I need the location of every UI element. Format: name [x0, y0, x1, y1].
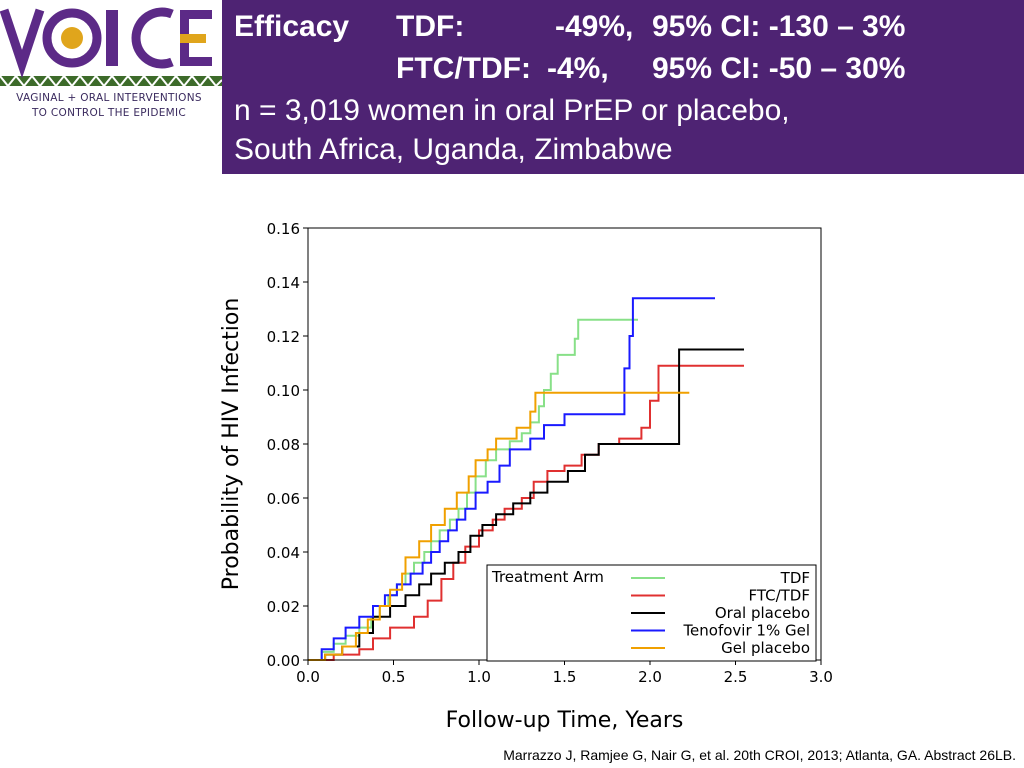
y-tick-label: 0.04	[267, 544, 300, 562]
legend-title: Treatment Arm	[491, 568, 604, 586]
series-line-gel-placebo	[308, 391, 690, 661]
voice-wordmark-image	[0, 7, 222, 88]
tdf-arm-label: TDF:	[396, 10, 465, 43]
slide-header: Efficacy TDF: -49%, 95% CI: -130 – 3% FT…	[222, 0, 1024, 174]
legend-entry: Oral placebo	[715, 604, 810, 622]
series-line-oral-placebo	[308, 348, 744, 661]
legend-entry: Gel placebo	[721, 639, 810, 657]
legend-entry: FTC/TDF	[748, 587, 810, 605]
km-chart: 0.00 0.02 0.04 0.06 0.08 0.10 0.12 0.14 0.16 0.0 0…	[219, 220, 833, 733]
logo-tagline-1: VAGINAL + ORAL INTERVENTIONS	[16, 92, 202, 104]
x-tick-label: 2.0	[638, 668, 662, 686]
y-tick-label: 0.14	[267, 274, 300, 292]
ftctdf-ci: 95% CI: -50 – 30%	[652, 52, 906, 85]
series-line-tenofovir-1-gel	[308, 297, 715, 661]
y-tick-label: 0.08	[267, 436, 300, 454]
efficacy-label: Efficacy	[234, 10, 350, 43]
x-tick-label: 0.0	[296, 668, 320, 686]
x-tick-label: 0.5	[382, 668, 406, 686]
tdf-ci: 95% CI: -130 – 3%	[652, 10, 906, 43]
y-tick-label: 0.02	[267, 598, 300, 616]
y-tick-label: 0.00	[267, 652, 300, 670]
countries-line: South Africa, Uganda, Zimbabwe	[234, 133, 673, 166]
sample-size-line: n = 3,019 women in oral PrEP or placebo,	[234, 94, 790, 127]
y-tick-label: 0.10	[267, 382, 300, 400]
series-line-ftc-tdf	[308, 364, 744, 661]
x-tick-label: 1.0	[467, 668, 491, 686]
y-axis-label: Probability of HIV Infection	[219, 298, 244, 591]
y-tick-label: 0.12	[267, 328, 300, 346]
x-axis-label: Follow-up Time, Years	[446, 708, 684, 733]
x-tick-label: 2.5	[724, 668, 748, 686]
series-line-tdf	[308, 318, 638, 661]
x-tick-label: 3.0	[809, 668, 833, 686]
y-tick-label: 0.06	[267, 490, 300, 508]
tdf-effect: -49%,	[555, 10, 634, 43]
logo-tagline-2: TO CONTROL THE EPIDEMIC	[31, 107, 187, 119]
voice-logo: VAGINAL + ORAL INTERVENTIONS TO CONTROL …	[0, 0, 222, 130]
ftctdf-effect: -4%,	[547, 52, 609, 85]
legend-entry: Tenofovir 1% Gel	[682, 622, 810, 640]
legend-entry: TDF	[780, 569, 810, 587]
ftctdf-arm-label: FTC/TDF:	[396, 52, 531, 85]
citation: Marrazzo J, Ramjee G, Nair G, et al. 20t…	[503, 747, 1016, 763]
y-tick-label: 0.16	[267, 220, 300, 238]
x-tick-label: 1.5	[553, 668, 577, 686]
